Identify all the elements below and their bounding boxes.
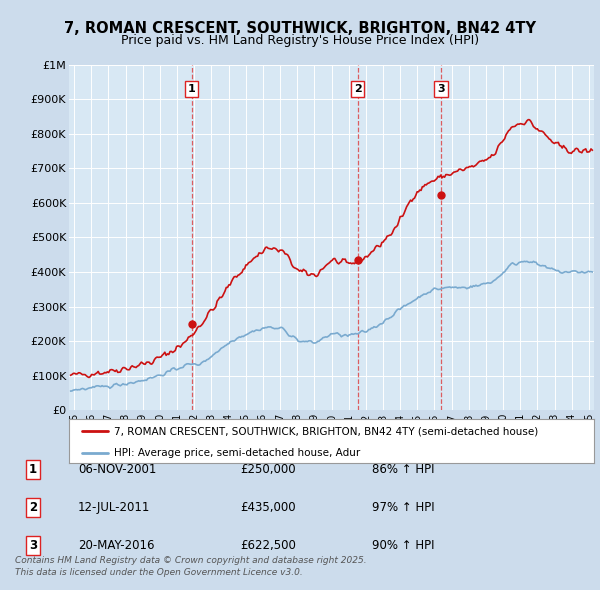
Text: Price paid vs. HM Land Registry's House Price Index (HPI): Price paid vs. HM Land Registry's House … (121, 34, 479, 47)
Text: 20-MAY-2016: 20-MAY-2016 (78, 539, 155, 552)
Text: 7, ROMAN CRESCENT, SOUTHWICK, BRIGHTON, BN42 4TY: 7, ROMAN CRESCENT, SOUTHWICK, BRIGHTON, … (64, 21, 536, 35)
Text: 2: 2 (29, 501, 37, 514)
Text: 12-JUL-2011: 12-JUL-2011 (78, 501, 151, 514)
Text: 97% ↑ HPI: 97% ↑ HPI (372, 501, 434, 514)
Text: 3: 3 (29, 539, 37, 552)
Text: 1: 1 (188, 84, 196, 94)
Text: HPI: Average price, semi-detached house, Adur: HPI: Average price, semi-detached house,… (113, 448, 360, 458)
Text: 1: 1 (29, 463, 37, 476)
Text: 3: 3 (437, 84, 445, 94)
Text: £435,000: £435,000 (240, 501, 296, 514)
Text: 06-NOV-2001: 06-NOV-2001 (78, 463, 157, 476)
Text: 2: 2 (354, 84, 362, 94)
Text: 90% ↑ HPI: 90% ↑ HPI (372, 539, 434, 552)
Text: 86% ↑ HPI: 86% ↑ HPI (372, 463, 434, 476)
Text: 7, ROMAN CRESCENT, SOUTHWICK, BRIGHTON, BN42 4TY (semi-detached house): 7, ROMAN CRESCENT, SOUTHWICK, BRIGHTON, … (113, 427, 538, 436)
Text: £250,000: £250,000 (240, 463, 296, 476)
Text: £622,500: £622,500 (240, 539, 296, 552)
Text: Contains HM Land Registry data © Crown copyright and database right 2025.
This d: Contains HM Land Registry data © Crown c… (15, 556, 367, 577)
